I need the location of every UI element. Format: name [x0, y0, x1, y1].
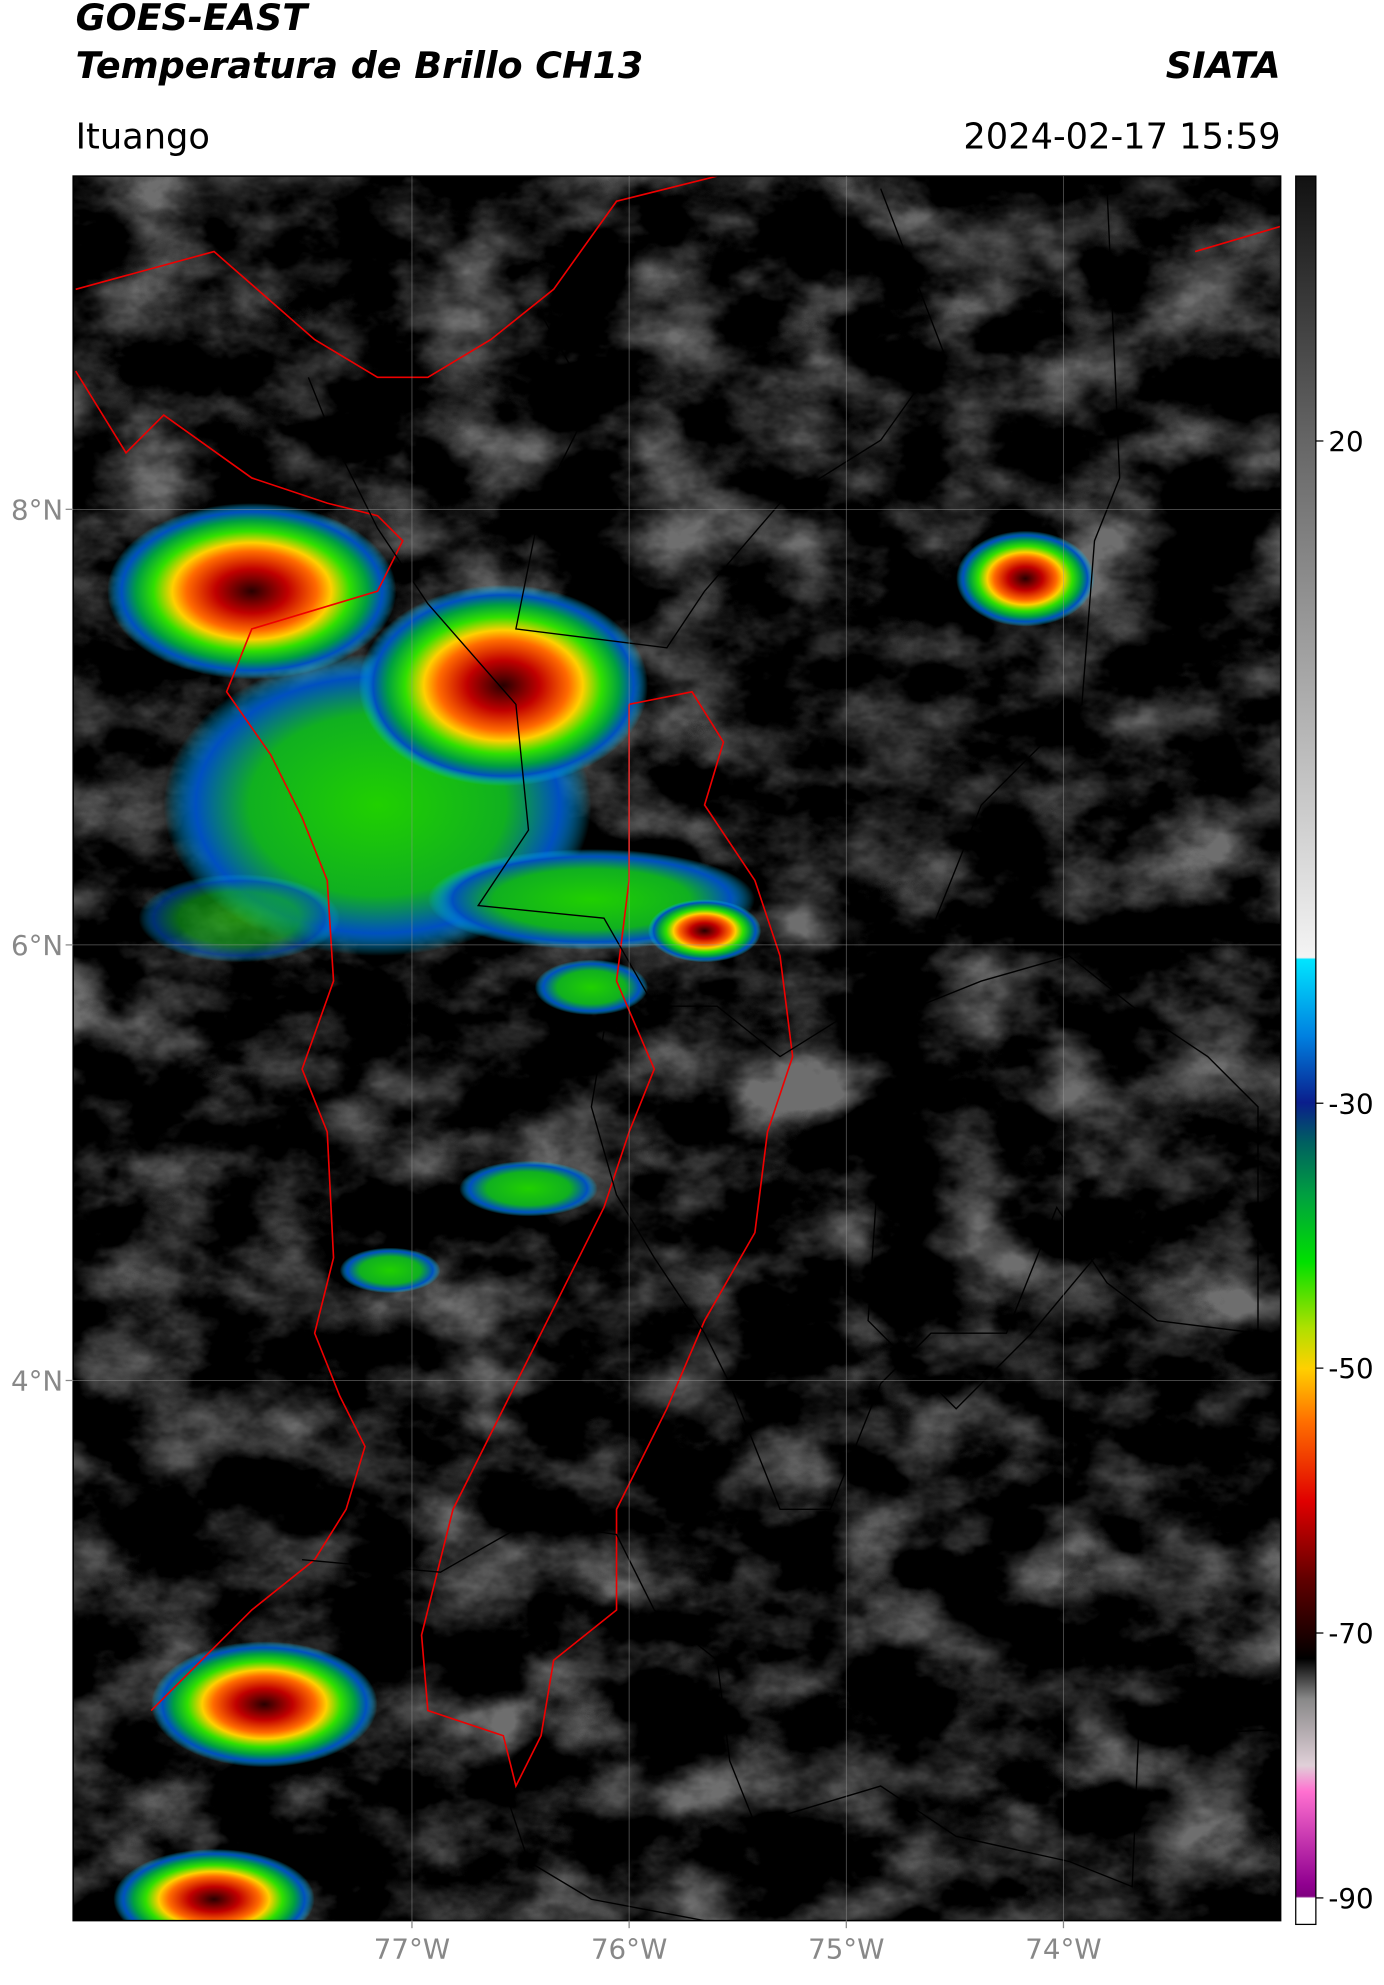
institution: SIATA — [1166, 44, 1281, 87]
y-tick-label: 6°N — [11, 929, 63, 962]
x-tick-label: 77°W — [374, 1932, 450, 1965]
region: Ituango — [76, 116, 210, 157]
x-tick-label: 75°W — [808, 1932, 884, 1965]
product: Temperatura de Brillo CH13 — [76, 44, 644, 87]
colorbar-tick-label: -90 — [1328, 1882, 1373, 1915]
map-frame — [72, 175, 1282, 1922]
colorbar-tick-label: 20 — [1328, 425, 1363, 458]
x-tick-label: 74°W — [1025, 1932, 1101, 1965]
colorbar-tick-label: -30 — [1328, 1087, 1373, 1120]
y-tick-label: 8°N — [11, 493, 63, 526]
satellite: GOES-EAST — [76, 0, 311, 39]
x-tick-label: 76°W — [591, 1932, 667, 1965]
graticule — [73, 176, 1281, 1921]
colorbar — [1295, 175, 1317, 1926]
colorbar-tick-label: -70 — [1328, 1617, 1373, 1650]
y-tick-label: 4°N — [11, 1365, 63, 1398]
colorbar-tick-label: -50 — [1328, 1352, 1373, 1385]
satellite-image — [73, 176, 1281, 1921]
datetime: 2024-02-17 15:59 — [963, 116, 1280, 157]
